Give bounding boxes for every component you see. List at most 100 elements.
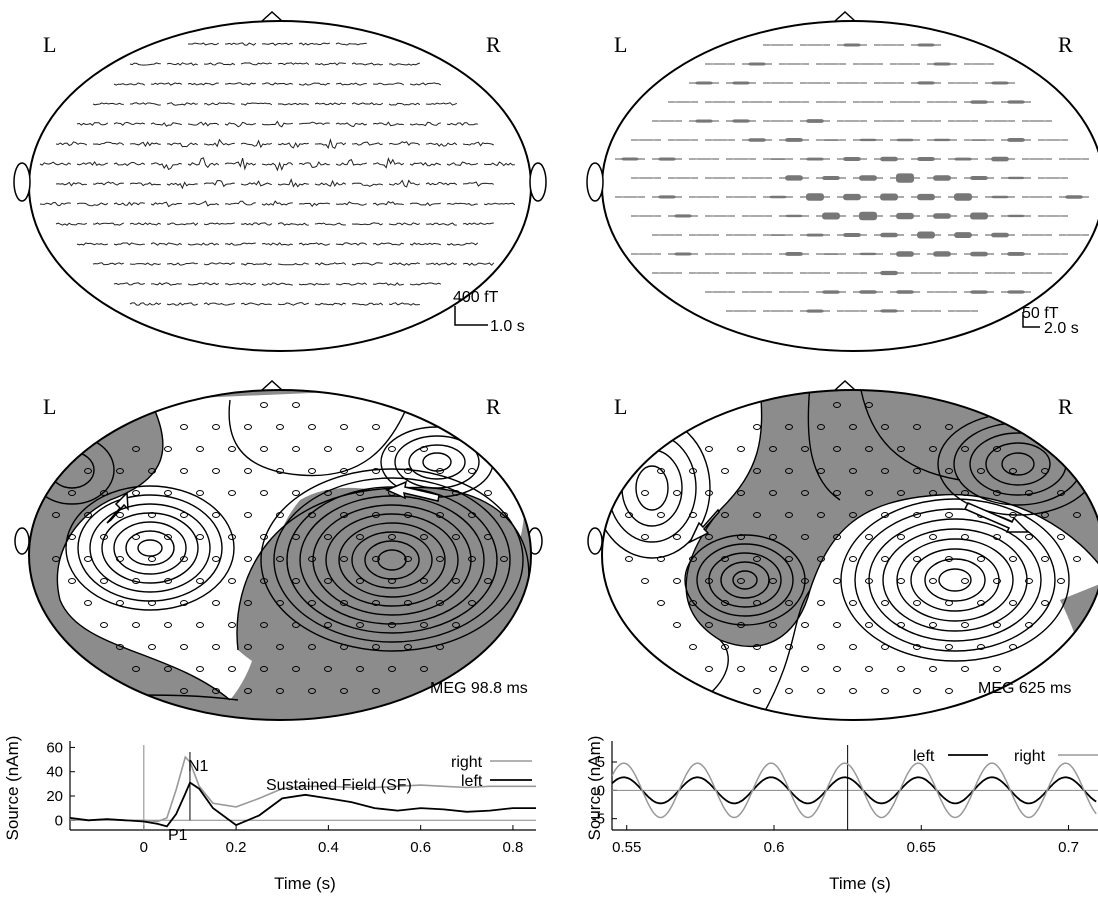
sensor-dot xyxy=(388,446,396,452)
sensor-trace xyxy=(261,161,294,172)
sensor-dot xyxy=(1009,556,1017,562)
sensor-dot xyxy=(865,578,873,584)
sensor-dot xyxy=(977,468,985,474)
sensor-trace xyxy=(335,282,368,286)
sensor-dot xyxy=(833,666,841,672)
series-left-line xyxy=(70,781,536,828)
sensor-dot xyxy=(817,512,825,518)
sensor-dot xyxy=(817,600,825,606)
sensor-dot xyxy=(881,644,889,650)
sensor-burst xyxy=(674,177,692,179)
sensor-burst xyxy=(822,253,840,255)
sensor-dot xyxy=(84,468,92,474)
sensor-dot xyxy=(388,534,396,540)
field-map-right: L R MEG 625 ms xyxy=(587,379,1098,721)
sensor-dot xyxy=(657,468,665,474)
sensor-trace xyxy=(335,158,367,166)
sensor-dot xyxy=(833,490,841,496)
sensor-dot xyxy=(833,622,841,628)
sensor-trace xyxy=(409,82,442,86)
sensor-dot xyxy=(324,622,332,628)
sensor-traces xyxy=(39,42,516,306)
map-caption: MEG 98.8 ms xyxy=(430,680,528,697)
sensor-trace xyxy=(388,62,420,66)
sensor-dot xyxy=(452,490,460,496)
sensor-burst xyxy=(954,82,972,84)
sensor-dot xyxy=(84,556,92,562)
sensor-trace xyxy=(372,282,404,286)
sensor-trace xyxy=(150,201,182,208)
sensor-burst xyxy=(1044,139,1062,141)
sensor-dot xyxy=(308,512,316,518)
sensor-dot xyxy=(785,424,793,430)
sensor-trace xyxy=(92,181,124,186)
sensor-burst xyxy=(843,233,861,237)
sensor-dot xyxy=(689,644,697,650)
sensor-dot xyxy=(1009,468,1017,474)
sensor-dot xyxy=(324,578,332,584)
sensor-dot xyxy=(753,424,761,430)
head-outline xyxy=(28,389,532,721)
sensor-burst xyxy=(1007,252,1025,256)
sensor-dot xyxy=(52,556,60,562)
scale-time: 1.0 s xyxy=(490,318,525,335)
sensor-burst xyxy=(637,215,655,217)
sensor-dot xyxy=(897,578,905,584)
sensor-dot xyxy=(673,490,681,496)
sensor-dot xyxy=(228,666,236,672)
y-tick-label: 20 xyxy=(46,788,63,805)
sensor-dot xyxy=(1041,512,1049,518)
sensor-trace xyxy=(409,282,441,286)
sensor-dot xyxy=(164,578,172,584)
sensor-dot xyxy=(468,468,476,474)
scale-amplitude: 400 fT xyxy=(453,289,499,306)
sensor-trace xyxy=(298,242,331,246)
sensor-dot xyxy=(657,600,665,606)
sensor-burst xyxy=(1007,176,1025,180)
sensor-dot xyxy=(436,468,444,474)
sensor-burst xyxy=(695,158,713,160)
sensor-trace xyxy=(240,62,272,66)
sensor-burst xyxy=(769,310,787,312)
sensor-burst xyxy=(859,63,877,65)
sensor-dot xyxy=(116,600,124,606)
sensor-dot xyxy=(148,512,156,518)
sensor-trace xyxy=(446,242,479,246)
sensor-trace xyxy=(298,82,330,86)
sensor-trace xyxy=(409,162,441,167)
legend-left-label: left xyxy=(913,748,935,765)
sensor-trace xyxy=(92,222,125,226)
dipole-arrow-icon xyxy=(688,502,1030,544)
sensor-trace xyxy=(203,302,236,306)
sensor-trace xyxy=(187,82,219,86)
sensor-dot xyxy=(689,556,697,562)
sensor-trace xyxy=(76,161,108,166)
sensor-burst xyxy=(711,101,729,103)
sensor-dot xyxy=(308,424,316,430)
sensor-burst xyxy=(806,44,824,46)
left-hemisphere-label: L xyxy=(43,394,56,419)
sensor-dot xyxy=(913,644,921,650)
sensor-dot xyxy=(977,600,985,606)
sensor-dot xyxy=(244,556,252,562)
sensor-trace xyxy=(335,242,368,246)
sensor-dot xyxy=(993,578,1001,584)
sensor-trace xyxy=(277,102,310,106)
sensor-burst xyxy=(732,310,750,312)
sensor-dot xyxy=(308,644,316,650)
sensor-trace xyxy=(240,102,273,106)
sensor-dot xyxy=(356,666,364,672)
sensor-dot xyxy=(721,644,729,650)
sensor-dot xyxy=(753,512,761,518)
sensor-dot xyxy=(324,446,332,452)
sf-annotation: Sustained Field (SF) xyxy=(266,777,412,794)
sensor-dot xyxy=(276,600,284,606)
sensor-dot xyxy=(212,600,220,606)
sensor-burst xyxy=(1044,177,1062,179)
dipole-arrow-icon xyxy=(106,480,440,524)
sensor-dot xyxy=(212,512,220,518)
sensor-trace xyxy=(462,181,494,187)
sensor-dot xyxy=(388,578,396,584)
sensor-burst xyxy=(748,215,766,217)
scale-bar-icon xyxy=(1022,312,1040,328)
